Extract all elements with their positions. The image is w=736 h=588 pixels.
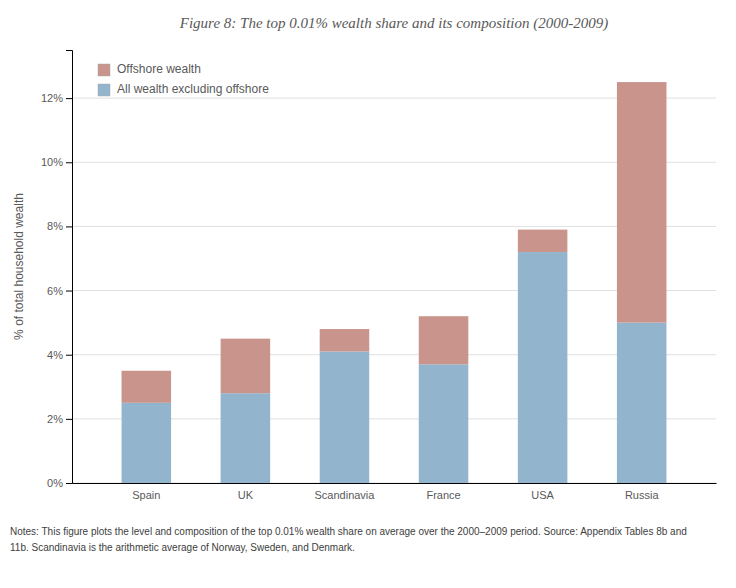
y-tick: 10% bbox=[41, 156, 72, 168]
x-tick: Spain bbox=[132, 489, 160, 501]
y-axis-title: % of total household wealth bbox=[12, 193, 26, 340]
bar bbox=[617, 82, 667, 323]
y-tick-label: 0% bbox=[47, 477, 63, 489]
y-tick-label: 8% bbox=[47, 220, 63, 232]
y-tick-label: 4% bbox=[47, 349, 63, 361]
y-tick-mark bbox=[66, 355, 72, 356]
bar bbox=[320, 329, 370, 351]
y-tick: 0% bbox=[47, 477, 72, 489]
bar-series bbox=[122, 82, 667, 403]
x-tick-label: UK bbox=[238, 489, 254, 501]
chart-svg: 0% 2% 4% 6% 8% 10% 12% Spain UK Scandinavia France… bbox=[0, 0, 736, 588]
y-tick-label: 10% bbox=[41, 156, 63, 168]
y-tick-label: 2% bbox=[47, 413, 63, 425]
y-tick: 6% bbox=[47, 285, 72, 297]
bar bbox=[518, 252, 568, 483]
y-tick: 8% bbox=[47, 220, 72, 232]
bar bbox=[617, 323, 667, 483]
bar bbox=[221, 393, 271, 483]
x-axis: Spain UK Scandinavia France USA Russia bbox=[73, 484, 717, 501]
bar bbox=[320, 351, 370, 483]
y-tick-mark bbox=[66, 98, 72, 99]
x-tick: UK bbox=[238, 489, 254, 501]
x-tick: USA bbox=[531, 489, 554, 501]
legend-swatch bbox=[98, 84, 110, 96]
legend-label: Offshore wealth bbox=[117, 62, 201, 76]
y-tick-mark bbox=[66, 419, 72, 420]
bar bbox=[419, 364, 469, 483]
y-tick-label: 12% bbox=[41, 92, 63, 104]
legend-label: All wealth excluding offshore bbox=[117, 82, 269, 96]
y-tick: 12% bbox=[41, 92, 72, 104]
bar bbox=[122, 371, 172, 403]
y-tick: 2% bbox=[47, 413, 72, 425]
bar bbox=[221, 339, 271, 394]
x-tick: Russia bbox=[625, 489, 660, 501]
y-axis: 0% 2% 4% 6% 8% 10% 12% bbox=[41, 51, 73, 490]
x-tick: Scandinavia bbox=[314, 489, 375, 501]
y-tick-mark bbox=[66, 483, 72, 484]
y-tick-mark bbox=[66, 226, 72, 227]
x-tick-label: Russia bbox=[625, 489, 660, 501]
bar bbox=[122, 403, 172, 483]
bar-series bbox=[122, 252, 667, 483]
y-tick-mark bbox=[66, 162, 72, 163]
x-axis-line bbox=[73, 483, 717, 484]
y-axis-line bbox=[66, 51, 73, 484]
legend-swatch bbox=[98, 64, 110, 76]
bar bbox=[419, 316, 469, 364]
x-tick: France bbox=[426, 489, 460, 501]
bars bbox=[122, 82, 667, 483]
note: Notes: This figure plots the level and c… bbox=[10, 526, 687, 537]
x-tick-label: Spain bbox=[132, 489, 160, 501]
y-tick-label: 6% bbox=[47, 285, 63, 297]
x-tick-label: France bbox=[426, 489, 460, 501]
y-tick-mark bbox=[66, 291, 72, 292]
legend-item: All wealth excluding offshore bbox=[98, 82, 269, 96]
bar bbox=[518, 230, 568, 252]
legend-item: Offshore wealth bbox=[98, 62, 201, 76]
title: Figure 8: The top 0.01% wealth share and… bbox=[179, 15, 608, 32]
y-tick: 4% bbox=[47, 349, 72, 361]
legend: Offshore wealth All wealth excluding offs… bbox=[98, 62, 269, 96]
notes: Notes: This figure plots the level and c… bbox=[10, 526, 687, 553]
x-tick-label: USA bbox=[531, 489, 554, 501]
x-tick-label: Scandinavia bbox=[314, 489, 375, 501]
note: 11b. Scandinavia is the arithmetic avera… bbox=[10, 542, 355, 553]
